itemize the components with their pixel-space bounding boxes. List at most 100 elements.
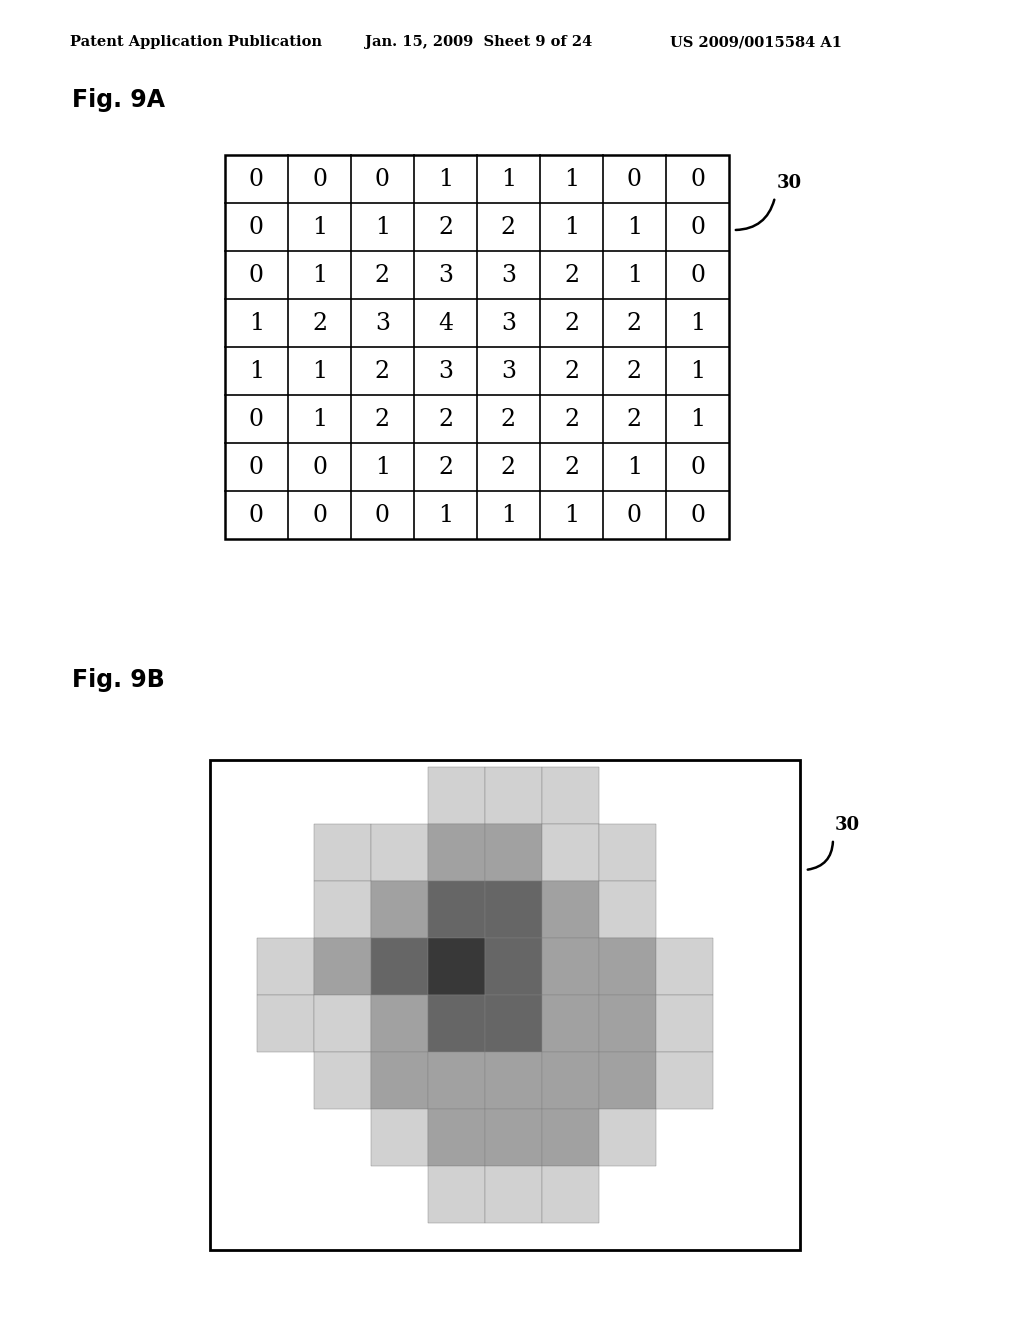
Bar: [428, 995, 485, 1052]
Text: 2: 2: [501, 455, 516, 479]
Text: 2: 2: [627, 408, 642, 430]
Bar: [485, 995, 542, 1052]
Bar: [485, 939, 542, 995]
Text: Fig. 9A: Fig. 9A: [72, 88, 165, 112]
Text: 3: 3: [501, 359, 516, 383]
Bar: [314, 824, 371, 880]
Text: 3: 3: [438, 359, 453, 383]
Bar: [656, 1052, 713, 1109]
Bar: [428, 1109, 485, 1166]
Bar: [542, 1109, 599, 1166]
Text: 2: 2: [564, 359, 579, 383]
Text: 1: 1: [375, 215, 390, 239]
Bar: [542, 939, 599, 995]
Text: 30: 30: [777, 174, 802, 191]
Bar: [210, 760, 800, 1250]
Bar: [485, 1109, 542, 1166]
Text: 2: 2: [375, 408, 390, 430]
Text: 0: 0: [690, 215, 705, 239]
Bar: [599, 1109, 656, 1166]
Bar: [371, 880, 428, 939]
Text: 1: 1: [249, 359, 264, 383]
Text: 2: 2: [564, 264, 579, 286]
Bar: [485, 824, 542, 880]
Text: 0: 0: [249, 503, 264, 527]
Bar: [542, 1052, 599, 1109]
Text: 0: 0: [249, 215, 264, 239]
Text: 1: 1: [690, 359, 706, 383]
Text: 1: 1: [501, 503, 516, 527]
Text: 0: 0: [249, 264, 264, 286]
Bar: [542, 767, 599, 824]
Text: 1: 1: [690, 408, 706, 430]
Text: 1: 1: [312, 359, 327, 383]
Text: Jan. 15, 2009  Sheet 9 of 24: Jan. 15, 2009 Sheet 9 of 24: [365, 36, 592, 49]
Bar: [599, 995, 656, 1052]
Bar: [485, 880, 542, 939]
Text: 1: 1: [375, 455, 390, 479]
Bar: [371, 1052, 428, 1109]
Bar: [485, 1052, 542, 1109]
Bar: [428, 880, 485, 939]
Bar: [656, 995, 713, 1052]
Text: 1: 1: [438, 168, 453, 190]
Text: 2: 2: [501, 408, 516, 430]
Text: 1: 1: [690, 312, 706, 334]
Text: 1: 1: [438, 503, 453, 527]
Text: 0: 0: [627, 503, 642, 527]
Bar: [428, 939, 485, 995]
Bar: [314, 995, 371, 1052]
Text: 0: 0: [375, 168, 390, 190]
Text: 0: 0: [690, 168, 705, 190]
Text: 0: 0: [690, 503, 705, 527]
Text: 1: 1: [627, 215, 642, 239]
Bar: [314, 939, 371, 995]
Bar: [542, 824, 599, 880]
Text: 0: 0: [249, 168, 264, 190]
Text: 2: 2: [564, 455, 579, 479]
Bar: [371, 939, 428, 995]
Text: 3: 3: [438, 264, 453, 286]
Text: 2: 2: [438, 455, 453, 479]
Bar: [428, 1166, 485, 1224]
Bar: [371, 1109, 428, 1166]
Text: 0: 0: [312, 168, 327, 190]
Bar: [599, 939, 656, 995]
Text: 1: 1: [564, 503, 579, 527]
Bar: [485, 1166, 542, 1224]
Text: 0: 0: [627, 168, 642, 190]
Text: 2: 2: [627, 359, 642, 383]
Text: 2: 2: [501, 215, 516, 239]
Text: 3: 3: [375, 312, 390, 334]
Text: 1: 1: [501, 168, 516, 190]
Bar: [485, 767, 542, 824]
Text: 1: 1: [627, 455, 642, 479]
Text: 30: 30: [835, 816, 860, 834]
Bar: [428, 824, 485, 880]
Bar: [599, 824, 656, 880]
Bar: [314, 880, 371, 939]
Text: 1: 1: [312, 408, 327, 430]
Bar: [542, 880, 599, 939]
Text: 2: 2: [375, 264, 390, 286]
Text: 1: 1: [312, 264, 327, 286]
Bar: [599, 880, 656, 939]
Bar: [225, 154, 729, 539]
Text: US 2009/0015584 A1: US 2009/0015584 A1: [670, 36, 842, 49]
Text: 0: 0: [375, 503, 390, 527]
Text: 2: 2: [564, 312, 579, 334]
Bar: [656, 939, 713, 995]
Text: 2: 2: [375, 359, 390, 383]
Text: 0: 0: [249, 408, 264, 430]
Bar: [257, 939, 314, 995]
Text: 4: 4: [438, 312, 453, 334]
Bar: [371, 824, 428, 880]
Bar: [428, 1052, 485, 1109]
Text: 1: 1: [249, 312, 264, 334]
Text: 1: 1: [564, 215, 579, 239]
Text: 0: 0: [690, 455, 705, 479]
Bar: [599, 1052, 656, 1109]
Text: 0: 0: [312, 455, 327, 479]
Text: 3: 3: [501, 264, 516, 286]
Text: 0: 0: [312, 503, 327, 527]
